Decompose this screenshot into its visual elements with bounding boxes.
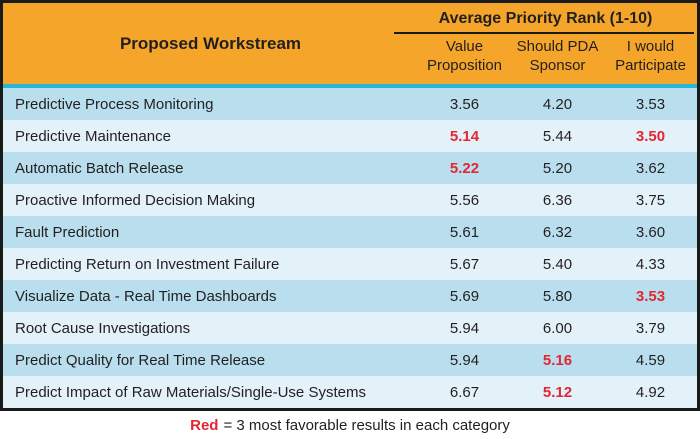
table-row: Predictive Process Monitoring 3.56 4.20 … — [3, 88, 697, 120]
i-would-participate-cell: 3.50 — [635, 127, 666, 145]
value-proposition-cell: 5.14 — [449, 127, 480, 145]
workstream-label: Predict Impact of Raw Materials/Single-U… — [15, 383, 366, 401]
should-pda-sponsor-cell: 6.32 — [542, 223, 573, 241]
i-would-participate-cell: 4.33 — [635, 255, 666, 273]
i-would-participate-cell: 3.79 — [635, 319, 666, 337]
sub-column-headers: Value Proposition Should PDA Sponsor I w… — [418, 34, 697, 75]
workstream-label: Predict Quality for Real Time Release — [15, 351, 266, 369]
value-proposition-cell: 3.56 — [449, 95, 480, 113]
i-would-participate-cell: 4.59 — [635, 351, 666, 369]
value-proposition-cell: 5.69 — [449, 287, 480, 305]
table-row: Predicting Return on Investment Failure … — [3, 248, 697, 280]
table-header: Proposed Workstream Average Priority Ran… — [3, 3, 697, 84]
header-divider-line — [394, 32, 694, 34]
should-pda-sponsor-cell: 5.12 — [542, 383, 573, 401]
table-row: Proactive Informed Decision Making 5.56 … — [3, 184, 697, 216]
workstream-label: Root Cause Investigations — [15, 319, 191, 337]
legend-note: Red = 3 most favorable results in each c… — [0, 411, 700, 439]
col-header-i-would-participate: I would Participate — [615, 38, 686, 74]
workstream-label: Predictive Process Monitoring — [15, 95, 214, 113]
table-row: Automatic Batch Release 5.22 5.20 3.62 — [3, 152, 697, 184]
workstream-label: Proactive Informed Decision Making — [15, 191, 256, 209]
should-pda-sponsor-cell: 6.00 — [542, 319, 573, 337]
table-body: Predictive Process Monitoring 3.56 4.20 … — [3, 88, 697, 408]
should-pda-sponsor-cell: 5.40 — [542, 255, 573, 273]
value-proposition-cell: 5.67 — [449, 255, 480, 273]
value-proposition-cell: 5.61 — [449, 223, 480, 241]
workstream-label: Fault Prediction — [15, 223, 120, 241]
value-proposition-cell: 5.22 — [449, 159, 480, 177]
i-would-participate-cell: 3.53 — [635, 95, 666, 113]
should-pda-sponsor-cell: 6.36 — [542, 191, 573, 209]
i-would-participate-cell: 3.75 — [635, 191, 666, 209]
i-would-participate-cell: 3.62 — [635, 159, 666, 177]
workstream-column-header: Proposed Workstream — [119, 33, 302, 53]
value-proposition-cell: 5.94 — [449, 351, 480, 369]
workstream-label: Predictive Maintenance — [15, 127, 171, 145]
table-row: Predict Quality for Real Time Release 5.… — [3, 344, 697, 376]
priority-rank-table: Proposed Workstream Average Priority Ran… — [0, 0, 700, 411]
table-row: Predict Impact of Raw Materials/Single-U… — [3, 376, 697, 408]
workstream-label: Predicting Return on Investment Failure — [15, 255, 280, 273]
should-pda-sponsor-cell: 5.44 — [542, 127, 573, 145]
i-would-participate-cell: 4.92 — [635, 383, 666, 401]
table-row: Visualize Data - Real Time Dashboards 5.… — [3, 280, 697, 312]
should-pda-sponsor-cell: 4.20 — [542, 95, 573, 113]
value-proposition-cell: 5.94 — [449, 319, 480, 337]
should-pda-sponsor-cell: 5.16 — [542, 351, 573, 369]
i-would-participate-cell: 3.53 — [635, 287, 666, 305]
table-row: Fault Prediction 5.61 6.32 3.60 — [3, 216, 697, 248]
group-title: Average Priority Rank (1-10) — [438, 10, 653, 27]
i-would-participate-cell: 3.60 — [635, 223, 666, 241]
should-pda-sponsor-cell: 5.80 — [542, 287, 573, 305]
rank-group-header: Average Priority Rank (1-10) Value Propo… — [394, 3, 697, 84]
legend-red-keyword: Red — [190, 416, 219, 434]
table-row: Root Cause Investigations 5.94 6.00 3.79 — [3, 312, 697, 344]
workstream-label: Automatic Batch Release — [15, 159, 184, 177]
legend-text: = 3 most favorable results in each categ… — [223, 416, 510, 434]
value-proposition-cell: 5.56 — [449, 191, 480, 209]
header-accent-line — [3, 84, 697, 88]
should-pda-sponsor-cell: 5.20 — [542, 159, 573, 177]
workstream-label: Visualize Data - Real Time Dashboards — [15, 287, 277, 305]
value-proposition-cell: 6.67 — [449, 383, 480, 401]
col-header-should-pda-sponsor: Should PDA Sponsor — [516, 38, 599, 74]
col-header-value-proposition: Value Proposition — [426, 38, 503, 74]
table-row: Predictive Maintenance 5.14 5.44 3.50 — [3, 120, 697, 152]
